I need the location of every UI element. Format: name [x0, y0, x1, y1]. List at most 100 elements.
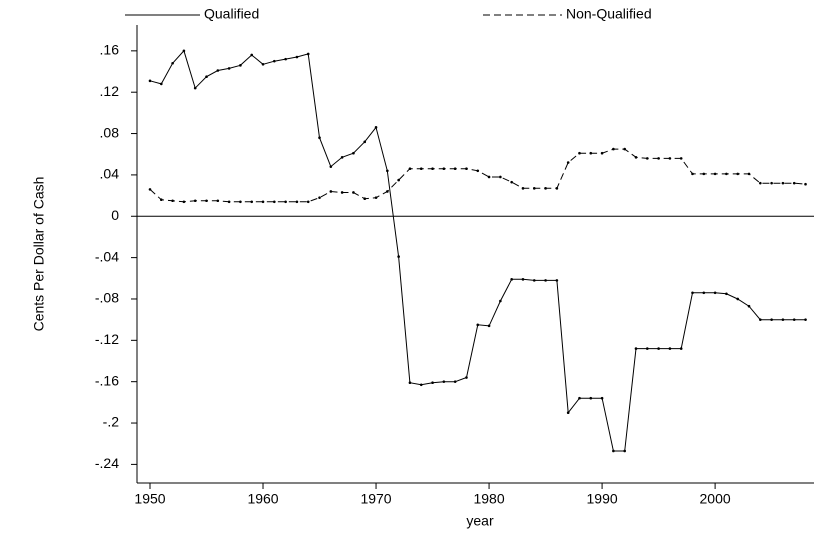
point: [352, 191, 355, 194]
point: [521, 278, 525, 281]
point: [148, 188, 152, 191]
point: [510, 278, 513, 281]
x-tick-label: 1970: [360, 491, 391, 507]
point: [781, 181, 785, 185]
point: [419, 383, 423, 387]
point: [216, 199, 220, 203]
point: [239, 200, 242, 204]
point: [205, 199, 208, 203]
y-tick-label: -.24: [95, 455, 119, 471]
x-axis-label: year: [466, 513, 494, 529]
point: [578, 151, 581, 155]
point: [668, 157, 672, 160]
point: [600, 151, 604, 155]
point: [566, 411, 570, 414]
point: [702, 291, 706, 295]
point: [600, 396, 604, 400]
y-tick-label: -.08: [95, 290, 119, 306]
y-tick-label: -.04: [95, 248, 119, 264]
point: [747, 304, 751, 308]
point: [295, 55, 299, 59]
point: [792, 318, 796, 321]
point: [431, 167, 434, 171]
point: [318, 196, 321, 199]
point: [499, 299, 502, 303]
point: [261, 62, 265, 66]
y-tick-label: 0: [111, 207, 119, 223]
point: [442, 380, 446, 383]
y-tick-label: .04: [100, 166, 120, 182]
point: [419, 167, 423, 171]
point: [555, 187, 559, 190]
y-tick-label: -.2: [103, 414, 120, 430]
point: [566, 161, 570, 164]
point: [713, 291, 717, 295]
point: [148, 79, 152, 83]
point: [306, 200, 310, 204]
point: [532, 187, 536, 190]
point: [171, 199, 174, 203]
point: [679, 157, 683, 160]
point: [408, 381, 412, 385]
point: [510, 180, 513, 184]
point: [702, 172, 706, 176]
y-axis-label: Cents Per Dollar of Cash: [31, 177, 47, 332]
point: [318, 136, 321, 139]
point: [623, 449, 626, 453]
point: [227, 200, 231, 204]
series-line: [149, 49, 806, 452]
point: [532, 279, 536, 282]
y-tick-label: .12: [100, 83, 120, 99]
point: [306, 52, 310, 56]
point: [623, 147, 626, 151]
point: [397, 255, 400, 258]
point: [657, 347, 660, 350]
point: [284, 57, 287, 61]
point: [736, 172, 740, 176]
point: [250, 53, 254, 57]
point: [634, 347, 638, 350]
point: [759, 318, 762, 321]
point: [544, 279, 547, 282]
point: [340, 191, 344, 194]
point: [612, 449, 615, 453]
point: [239, 64, 242, 67]
point: [273, 59, 276, 63]
point: [329, 165, 333, 168]
point: [386, 169, 389, 173]
point: [250, 200, 254, 204]
point: [487, 175, 491, 179]
point: [645, 157, 649, 160]
point: [747, 172, 751, 176]
point: [679, 347, 683, 350]
point: [499, 175, 502, 179]
point: [792, 181, 796, 185]
point: [329, 190, 333, 193]
point: [691, 291, 694, 295]
point: [453, 167, 457, 171]
point: [216, 69, 220, 72]
point: [159, 82, 163, 86]
x-tick-label: 1990: [587, 491, 618, 507]
point: [171, 61, 174, 65]
point: [736, 297, 740, 301]
series-line: [149, 148, 806, 203]
point: [578, 396, 581, 400]
point: [193, 199, 197, 203]
point: [261, 200, 265, 204]
point: [295, 200, 299, 204]
point: [476, 323, 480, 327]
point: [476, 169, 480, 173]
y-tick-label: .08: [100, 124, 120, 140]
point: [431, 381, 434, 385]
point: [340, 156, 344, 159]
point: [193, 86, 197, 90]
point: [487, 324, 491, 328]
point: [521, 187, 525, 190]
point: [397, 178, 400, 182]
point: [159, 198, 163, 202]
point: [453, 380, 457, 383]
point: [227, 67, 231, 70]
point: [374, 126, 378, 129]
point: [182, 49, 186, 53]
